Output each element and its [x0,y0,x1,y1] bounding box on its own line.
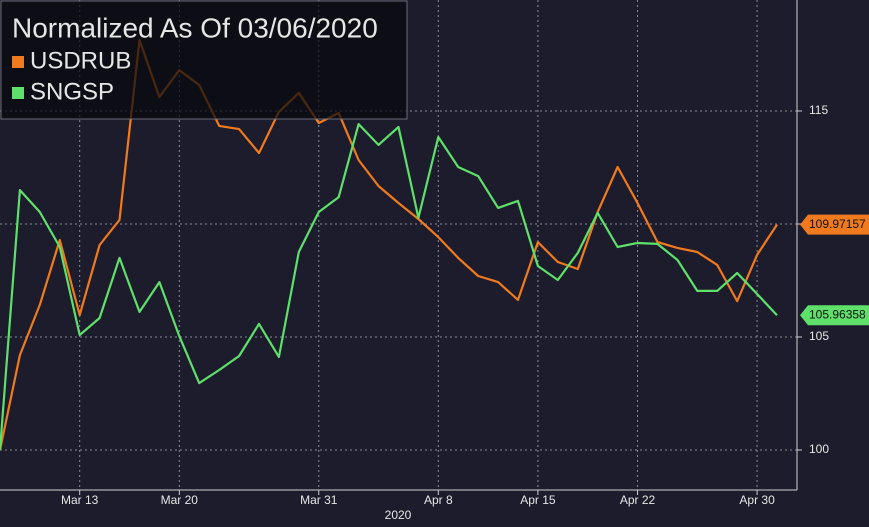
value-tag [800,305,869,326]
y-tick-label: 105 [809,329,829,343]
chart-title: Normalized As Of 03/06/2020 [12,12,378,43]
value-tag [800,214,869,235]
legend-label: USDRUB [30,47,131,74]
value-tag-label: 105.96358 [809,307,866,321]
x-tick-label: Apr 8 [424,493,453,507]
x-tick-label: Mar 13 [61,493,99,507]
x-tick-label: Mar 20 [161,493,199,507]
x-axis-label: 2020 [385,508,412,522]
y-tick-label: 115 [809,103,828,117]
value-tag-label: 109.97157 [809,217,866,231]
y-tick-label: 100 [809,442,829,456]
legend-swatch [12,87,24,99]
legend: Normalized As Of 03/06/2020 USDRUB SNGSP [0,0,408,120]
x-tick-label: Apr 15 [520,493,556,507]
series-line [0,122,778,451]
series-line [0,38,778,451]
x-tick-label: Apr 22 [620,493,656,507]
legend-box [0,0,408,120]
legend-label: SNGSP [30,78,114,105]
legend-swatch [12,56,24,68]
x-tick-label: Apr 30 [739,493,775,507]
x-tick-label: Mar 31 [300,493,338,507]
